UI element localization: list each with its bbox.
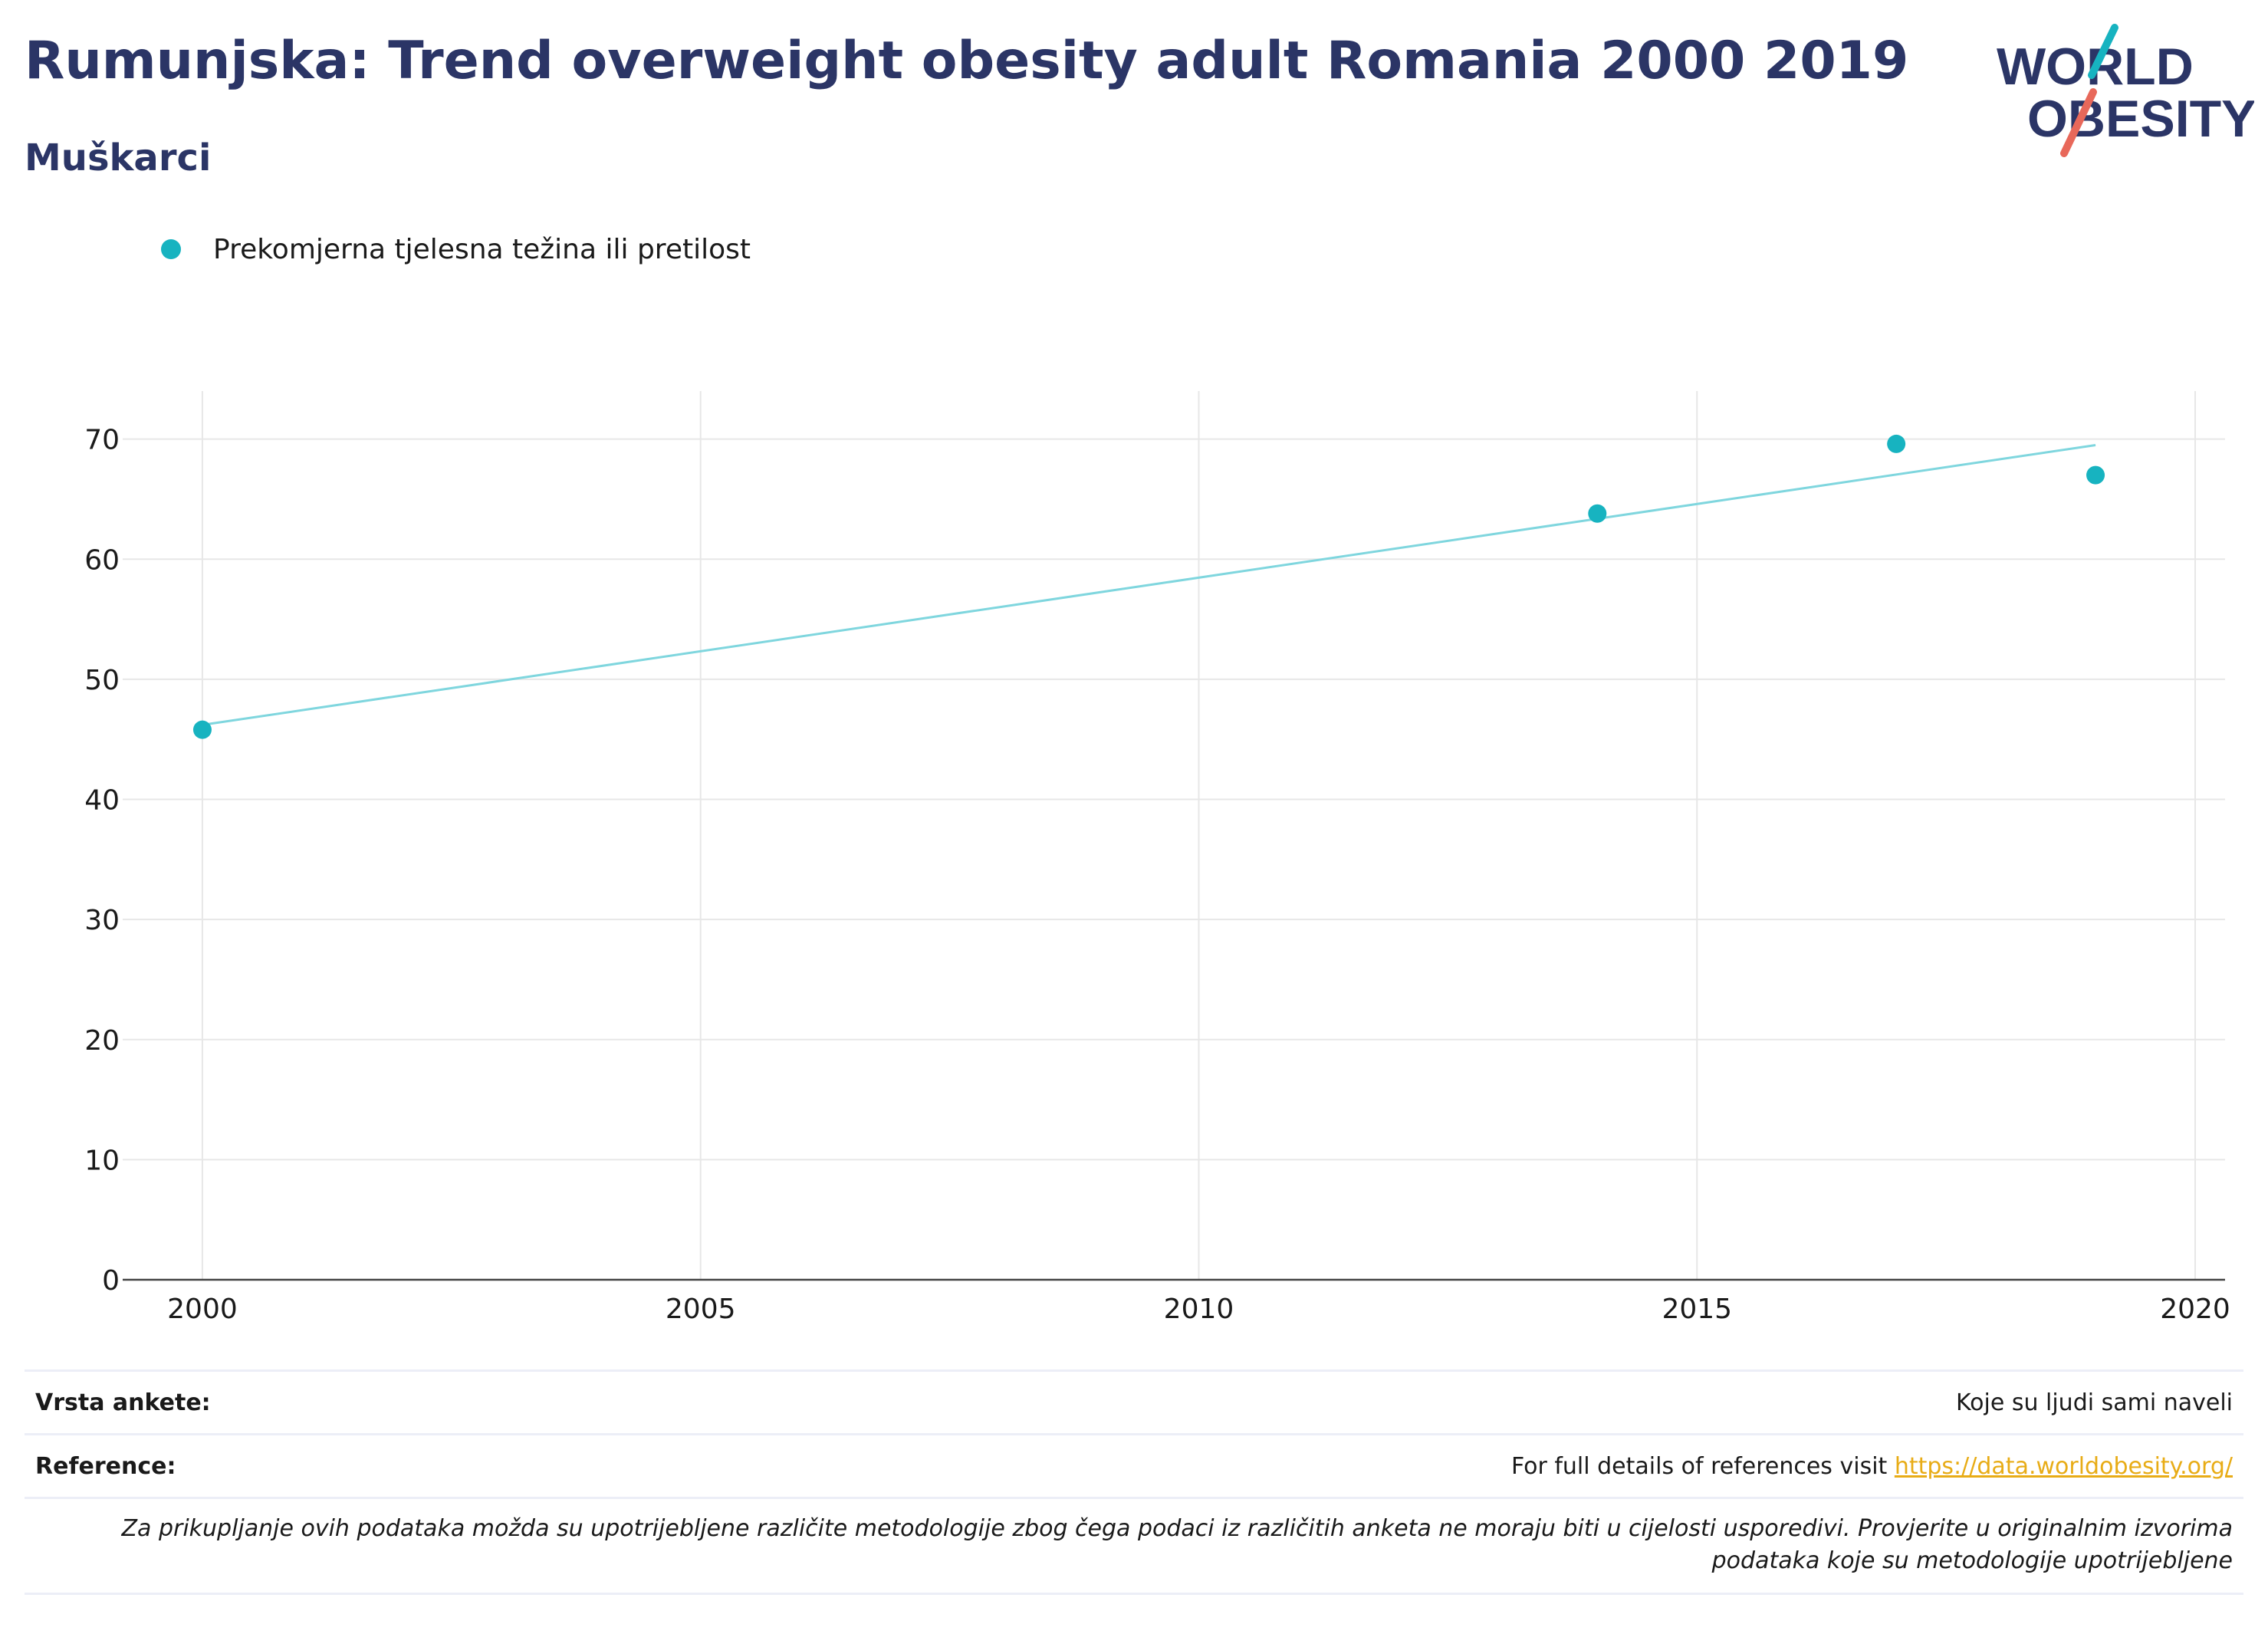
survey-type-label: Vrsta ankete:	[35, 1389, 211, 1416]
logo-slash-teal	[2088, 24, 2118, 79]
y-tick-label: 50	[84, 665, 120, 696]
y-tick-label: 70	[84, 425, 120, 456]
x-tick-label: 2005	[666, 1294, 736, 1325]
chart-subtitle: Muškarci	[25, 136, 212, 179]
logo-slash-coral	[2060, 88, 2097, 157]
y-tick-label: 40	[84, 785, 120, 817]
y-tick-label: 10	[84, 1145, 120, 1176]
y-tick-label: 30	[84, 905, 120, 936]
reference-label: Reference:	[35, 1452, 176, 1480]
survey-type-value: Koje su ljudi sami naveli	[1955, 1389, 2233, 1416]
logo-word-obesity: OBESITY	[2027, 90, 2254, 148]
y-tick-label: 0	[102, 1265, 120, 1297]
y-tick-label: 20	[84, 1025, 120, 1057]
footer: Vrsta ankete: Koje su ljudi sami naveli …	[25, 1369, 2243, 1595]
data-point	[2086, 465, 2105, 485]
methodology-note: Za prikupljanje ovih podataka možda su u…	[25, 1497, 2243, 1595]
data-point	[1588, 504, 1607, 523]
reference-value: For full details of references visit htt…	[1511, 1453, 2233, 1480]
y-tick-label: 60	[84, 544, 120, 576]
reference-link[interactable]: https://data.worldobesity.org/	[1894, 1452, 2233, 1480]
survey-type-row: Vrsta ankete: Koje su ljudi sami naveli	[25, 1369, 2243, 1433]
reference-row: Reference: For full details of reference…	[25, 1433, 2243, 1497]
x-tick-label: 2015	[1662, 1294, 1732, 1325]
reference-text: For full details of references visit	[1510, 1452, 1888, 1480]
x-tick-label: 2010	[1164, 1294, 1234, 1325]
world-obesity-logo: WORLD OBESITY	[1997, 24, 2254, 157]
trend-line	[202, 443, 2096, 726]
chart-title: Rumunjska: Trend overweight obesity adul…	[25, 31, 1909, 91]
legend[interactable]: Prekomjerna tjelesna težina ili pretilos…	[161, 230, 751, 268]
data-point	[192, 720, 212, 739]
data-point	[1887, 434, 1906, 453]
x-tick-label: 2020	[2160, 1294, 2230, 1325]
x-tick-label: 2000	[167, 1294, 238, 1325]
scatter-chart: 2000 2005 2010 2015 2020 0 10 20 30 40 50 60 70	[84, 391, 2230, 1325]
legend-label: Prekomjerna tjelesna težina ili pretilos…	[213, 233, 751, 265]
legend-marker	[161, 239, 181, 259]
